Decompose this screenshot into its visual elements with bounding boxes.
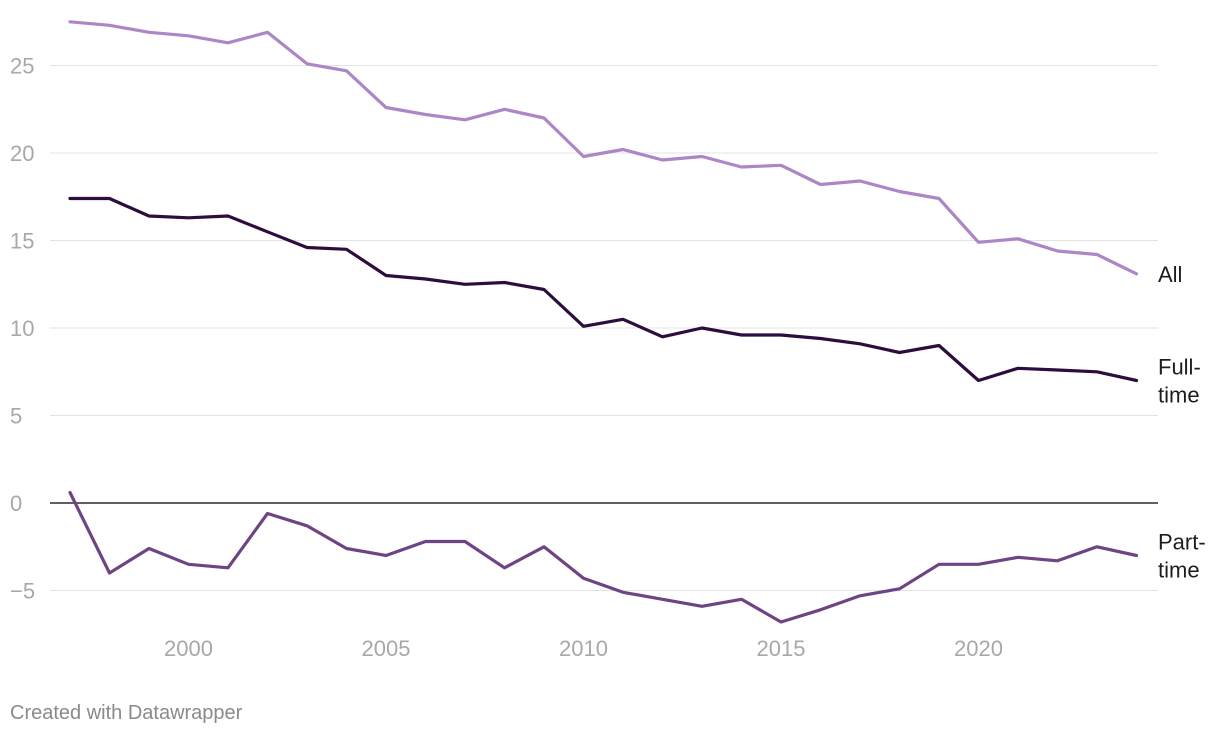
- series-line-part-time: [68, 490, 1139, 624]
- series-label-full-time: Full-time: [1158, 355, 1201, 408]
- series-label-line: time: [1158, 558, 1200, 583]
- x-tick-label: 2015: [757, 636, 806, 661]
- x-tick-label: 2000: [164, 636, 213, 661]
- x-tick-label: 2005: [362, 636, 411, 661]
- series-label-line: time: [1158, 383, 1200, 408]
- series-label-line: Part-: [1158, 530, 1206, 555]
- y-axis: 25 20 15 10 5 0 −5: [10, 54, 35, 604]
- x-tick-label: 2020: [954, 636, 1003, 661]
- y-tick-label: 0: [10, 491, 22, 516]
- y-tick-label: −5: [10, 579, 35, 604]
- series-label-line: All: [1158, 262, 1182, 287]
- series-label-all: All: [1158, 262, 1182, 287]
- series-line-all: [68, 20, 1139, 276]
- y-tick-label: 20: [10, 141, 34, 166]
- x-tick-label: 2010: [559, 636, 608, 661]
- y-tick-label: 15: [10, 229, 34, 254]
- x-axis: 2000 2005 2010 2015 2020: [164, 636, 1003, 661]
- gridlines: [50, 65, 1158, 591]
- y-tick-label: 5: [10, 404, 22, 429]
- series-label-line: Full-: [1158, 355, 1201, 380]
- y-tick-label: 25: [10, 54, 34, 79]
- y-tick-label: 10: [10, 316, 34, 341]
- series-lines: [68, 20, 1139, 624]
- series-line-full-time: [68, 196, 1139, 383]
- series-label-part-time: Part-time: [1158, 530, 1206, 583]
- datawrapper-credit: Created with Datawrapper: [10, 702, 243, 724]
